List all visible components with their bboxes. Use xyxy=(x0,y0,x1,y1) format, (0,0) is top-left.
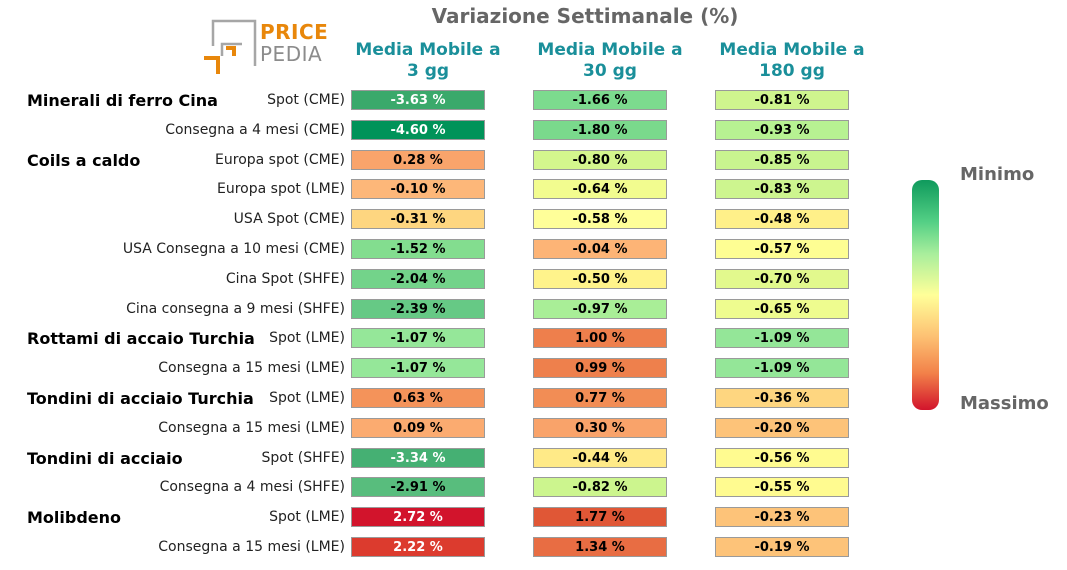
heatmap-cell: -1.52 % xyxy=(351,239,485,259)
row-label: Spot (LME) xyxy=(269,390,345,406)
row-label: Spot (SHFE) xyxy=(261,449,345,466)
heatmap-cell: -2.91 % xyxy=(351,477,485,498)
column-header-line: Media Mobile a xyxy=(719,40,865,60)
pricepedia-logo-icon xyxy=(204,19,257,74)
logo-text-price: PRICE xyxy=(260,20,329,44)
legend-min-label: Minimo xyxy=(960,164,1035,185)
row-label: USA Spot (CME) xyxy=(233,211,345,228)
heatmap-cell: -0.80 % xyxy=(533,149,667,170)
column-header-line: Media Mobile a xyxy=(355,40,501,60)
heatmap-cell: -1.09 % xyxy=(715,328,849,349)
heatmap-cell: -3.63 % xyxy=(351,90,485,110)
row-label: Consegna a 4 mesi (SHFE) xyxy=(159,479,345,496)
heatmap-cell: 0.09 % xyxy=(351,417,485,438)
column-header-3gg: Media Mobile a 3 gg xyxy=(333,40,523,82)
heatmap-cell: -2.39 % xyxy=(351,298,485,319)
group-label: Coils a caldo xyxy=(27,150,141,170)
column-header-30gg: Media Mobile a 30 gg xyxy=(515,40,705,82)
row-label: USA Consegna a 10 mesi (CME) xyxy=(122,241,345,257)
heatmap-cell: -0.44 % xyxy=(533,447,667,468)
heatmap-cell: -1.09 % xyxy=(715,358,849,379)
heatmap-cell: -0.58 % xyxy=(533,209,667,230)
heatmap-cell: -1.66 % xyxy=(533,90,667,110)
row-label: Consegna a 4 mesi (CME) xyxy=(165,121,345,138)
heatmap-cell: 0.63 % xyxy=(351,388,485,408)
heatmap-cell: -1.80 % xyxy=(533,119,667,140)
heatmap-cell: -0.55 % xyxy=(715,477,849,498)
heatmap-cell: -0.50 % xyxy=(533,268,667,289)
group-label: Tondini di acciaio Turchia xyxy=(27,389,254,408)
heatmap-cell: -0.93 % xyxy=(715,119,849,140)
row-label: Spot (LME) xyxy=(269,330,345,347)
heatmap-cell: 2.72 % xyxy=(351,507,485,528)
row-label: Cina Spot (SHFE) xyxy=(225,270,345,287)
heatmap-cell: -0.70 % xyxy=(715,268,849,289)
column-header-line: 3 gg xyxy=(406,61,450,81)
heatmap-cell: 1.34 % xyxy=(533,537,667,557)
heatmap-cell: -0.81 % xyxy=(715,90,849,110)
row-label: Europa spot (CME) xyxy=(215,151,345,168)
row-label: Europa spot (LME) xyxy=(217,181,345,198)
heatmap-cell: 1.00 % xyxy=(533,328,667,349)
row-label: Spot (CME) xyxy=(267,92,345,108)
heatmap-cell: -1.07 % xyxy=(351,328,485,349)
heatmap-cell: -0.19 % xyxy=(715,537,849,557)
heatmap-cell: -0.57 % xyxy=(715,239,849,259)
heatmap-cell: -2.04 % xyxy=(351,268,485,289)
heatmap-cell: -0.23 % xyxy=(715,507,849,528)
heatmap-cell: -0.65 % xyxy=(715,298,849,319)
heatmap-cell: -4.60 % xyxy=(351,119,485,140)
row-label: Spot (LME) xyxy=(269,509,345,526)
heatmap-cell: -0.04 % xyxy=(533,239,667,259)
heatmap-cell: 0.77 % xyxy=(533,388,667,408)
pricepedia-logo: PRICE PEDIA xyxy=(200,18,330,78)
legend-color-scale xyxy=(912,180,939,410)
heatmap-cell: -0.82 % xyxy=(533,477,667,498)
heatmap-cell: -0.56 % xyxy=(715,447,849,468)
heatmap-cell: 1.77 % xyxy=(533,507,667,528)
column-header-line: 30 gg xyxy=(583,61,637,81)
heatmap-cell: -0.48 % xyxy=(715,209,849,230)
heatmap-cell: -0.97 % xyxy=(533,298,667,319)
heatmap-cell: 2.22 % xyxy=(351,537,485,557)
row-label: Consegna a 15 mesi (LME) xyxy=(158,360,345,377)
logo-text-pedia: PEDIA xyxy=(260,42,323,66)
legend-max-label: Massimo xyxy=(960,393,1049,414)
heatmap-cell: -0.10 % xyxy=(351,179,485,200)
heatmap-cell: -0.64 % xyxy=(533,179,667,200)
column-header-line: 180 gg xyxy=(759,61,825,81)
row-label: Consegna a 15 mesi (LME) xyxy=(158,419,345,436)
row-label: Cina consegna a 9 mesi (SHFE) xyxy=(126,300,345,317)
chart-title: Variazione Settimanale (%) xyxy=(431,4,739,28)
heatmap-cell: 0.99 % xyxy=(533,358,667,379)
group-label: Molibdeno xyxy=(27,508,122,528)
column-header-line: Media Mobile a xyxy=(537,40,683,60)
heatmap-cell: -0.85 % xyxy=(715,149,849,170)
heatmap-cell: 0.30 % xyxy=(533,417,667,438)
row-label: Consegna a 15 mesi (LME) xyxy=(158,539,345,555)
group-label: Tondini di acciaio xyxy=(27,448,183,468)
group-label: Rottami di accaio Turchia xyxy=(27,329,255,349)
heatmap-cell: -0.20 % xyxy=(715,417,849,438)
heatmap-cell: 0.28 % xyxy=(351,149,485,170)
heatmap-cell: -1.07 % xyxy=(351,358,485,379)
group-label: Minerali di ferro Cina xyxy=(27,91,218,110)
heatmap-cell: -3.34 % xyxy=(351,447,485,468)
heatmap-cell: -0.83 % xyxy=(715,179,849,200)
heatmap-cell: -0.31 % xyxy=(351,209,485,230)
column-header-180gg: Media Mobile a 180 gg xyxy=(697,40,887,82)
heatmap-cell: -0.36 % xyxy=(715,388,849,408)
